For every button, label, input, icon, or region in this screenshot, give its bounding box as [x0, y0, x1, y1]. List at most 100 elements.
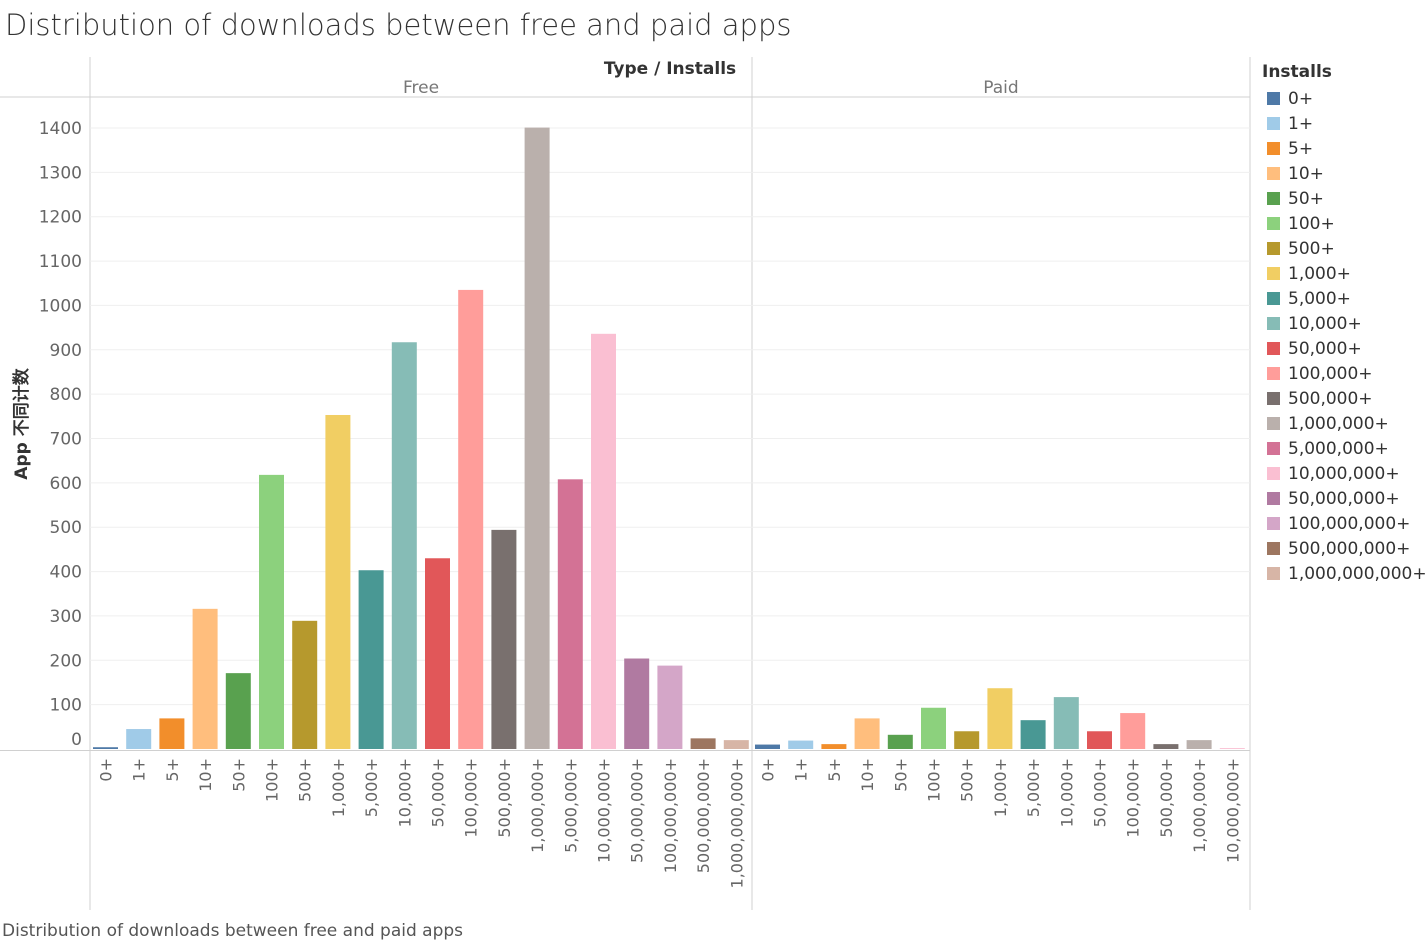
legend-label: 500+	[1288, 238, 1335, 259]
legend-label: 10,000+	[1288, 313, 1362, 334]
y-tick-label: 800	[50, 385, 82, 405]
x-tick-label: 50,000+	[429, 758, 448, 827]
bar-free-1000000000[interactable]	[723, 740, 749, 749]
legend-item[interactable]: 50+	[1262, 186, 1428, 211]
bar-free-50000[interactable]	[425, 558, 450, 749]
bar-free-5000[interactable]	[358, 570, 384, 749]
x-tick-label: 10,000+	[395, 758, 414, 827]
bar-free-100000000[interactable]	[657, 665, 683, 749]
legend-label: 5+	[1288, 138, 1314, 159]
bar-free-500000000[interactable]	[690, 738, 716, 749]
x-tick-label: 50+	[229, 758, 248, 792]
x-tick-label: 500+	[296, 758, 315, 802]
legend-swatch	[1267, 342, 1280, 355]
bar-free-50[interactable]	[225, 673, 251, 749]
x-tick-label: 1,000+	[329, 758, 348, 817]
x-tick-label: 100,000+	[462, 758, 481, 838]
legend-item[interactable]: 500+	[1262, 236, 1428, 261]
y-axis-label: App 不同计数	[11, 367, 32, 479]
header-title: Type / Installs	[604, 59, 736, 79]
legend-item[interactable]: 10,000,000+	[1262, 461, 1428, 486]
legend-item[interactable]: 1+	[1262, 111, 1428, 136]
bar-free-0[interactable]	[93, 747, 118, 749]
legend: Installs 0+ 1+ 5+ 10+ 50+ 100+ 500+ 1,000+ 5,000…	[1262, 62, 1428, 586]
bar-paid-1000[interactable]	[987, 688, 1013, 749]
legend-title: Installs	[1262, 62, 1332, 82]
y-axis: 0 100 200 300 400 500 600 700 800 900 1000 1100 1200…	[39, 119, 82, 750]
legend-item[interactable]: 5+	[1262, 136, 1428, 161]
x-tick-label: 1,000+	[991, 758, 1010, 817]
bar-paid-1000000[interactable]	[1186, 740, 1212, 749]
x-tick-label: 500,000+	[495, 758, 514, 838]
bar-free-10000[interactable]	[391, 342, 417, 749]
legend-item[interactable]: 0+	[1262, 86, 1428, 111]
bar-free-5[interactable]	[159, 718, 185, 749]
y-tick-label: 600	[50, 474, 82, 494]
bar-paid-10000000[interactable]	[1219, 748, 1245, 749]
legend-item[interactable]: 5,000,000+	[1262, 436, 1428, 461]
x-tick-label: 50,000,000+	[628, 758, 647, 863]
legend-item[interactable]: 100,000+	[1262, 361, 1428, 386]
legend-item[interactable]: 5,000+	[1262, 286, 1428, 311]
legend-swatch	[1267, 217, 1280, 230]
legend-item[interactable]: 1,000,000+	[1262, 411, 1428, 436]
x-tick-label: 10+	[858, 758, 877, 792]
x-tick-label: 1,000,000,000+	[727, 758, 746, 888]
x-tick-label: 1,000,000+	[1190, 758, 1209, 853]
x-tick-label: 10,000,000+	[595, 758, 614, 863]
legend-swatch	[1267, 417, 1280, 430]
bar-free-50000000[interactable]	[624, 658, 650, 749]
legend-label: 0+	[1288, 88, 1314, 109]
legend-swatch	[1267, 267, 1280, 280]
bar-free-1000[interactable]	[325, 414, 351, 749]
legend-swatch	[1267, 367, 1280, 380]
x-tick-label: 100+	[263, 758, 282, 802]
legend-item[interactable]: 500,000,000+	[1262, 536, 1428, 561]
x-tick-label: 5,000+	[1024, 758, 1043, 817]
legend-item[interactable]: 100+	[1262, 211, 1428, 236]
bar-paid-5000[interactable]	[1020, 720, 1046, 749]
bar-paid-100[interactable]	[921, 707, 946, 749]
y-tick-label: 200	[50, 651, 82, 671]
legend-swatch	[1267, 542, 1280, 555]
y-tick-label: 1300	[39, 163, 82, 183]
x-axis: Free 0+ 1+ 5+ 10+ 50+ 100+ 500+ 1,000+ 5,000+ 10,0…	[97, 78, 1243, 888]
y-tick-label: 400	[50, 563, 82, 583]
bar-paid-5[interactable]	[821, 744, 847, 749]
legend-swatch	[1267, 192, 1280, 205]
bar-free-10000000[interactable]	[591, 333, 616, 749]
legend-item[interactable]: 1,000+	[1262, 261, 1428, 286]
legend-item[interactable]: 500,000+	[1262, 386, 1428, 411]
bar-free-100[interactable]	[259, 474, 284, 749]
bar-paid-0[interactable]	[755, 744, 780, 749]
bar-free-10[interactable]	[192, 608, 218, 749]
legend-item[interactable]: 1,000,000,000+	[1262, 561, 1428, 586]
legend-label: 5,000,000+	[1288, 438, 1389, 459]
bar-paid-50000[interactable]	[1087, 731, 1112, 749]
legend-item[interactable]: 100,000,000+	[1262, 511, 1428, 536]
legend-label: 50,000,000+	[1288, 488, 1400, 509]
bar-free-5000000[interactable]	[557, 479, 583, 749]
x-tick-label: 100,000+	[1124, 758, 1143, 838]
x-tick-label: 500,000+	[1157, 758, 1176, 838]
bar-free-500000[interactable]	[491, 529, 517, 749]
legend-item[interactable]: 10+	[1262, 161, 1428, 186]
bar-paid-10[interactable]	[854, 718, 880, 749]
legend-item[interactable]: 10,000+	[1262, 311, 1428, 336]
legend-item[interactable]: 50,000+	[1262, 336, 1428, 361]
bar-paid-50[interactable]	[887, 734, 913, 749]
bar-paid-500000[interactable]	[1153, 744, 1179, 749]
bar-paid-1[interactable]	[788, 740, 814, 749]
y-tick-label: 300	[50, 607, 82, 627]
bar-free-1[interactable]	[126, 729, 152, 749]
bar-free-1000000[interactable]	[524, 127, 550, 750]
bar-paid-500[interactable]	[954, 731, 980, 749]
legend-swatch	[1267, 517, 1280, 530]
x-tick-label: 1+	[130, 758, 149, 782]
bar-paid-10000[interactable]	[1053, 697, 1079, 749]
legend-label: 10+	[1288, 163, 1324, 184]
bar-free-100000[interactable]	[458, 289, 484, 749]
bar-free-500[interactable]	[292, 620, 318, 749]
legend-item[interactable]: 50,000,000+	[1262, 486, 1428, 511]
bar-paid-100000[interactable]	[1120, 713, 1146, 749]
